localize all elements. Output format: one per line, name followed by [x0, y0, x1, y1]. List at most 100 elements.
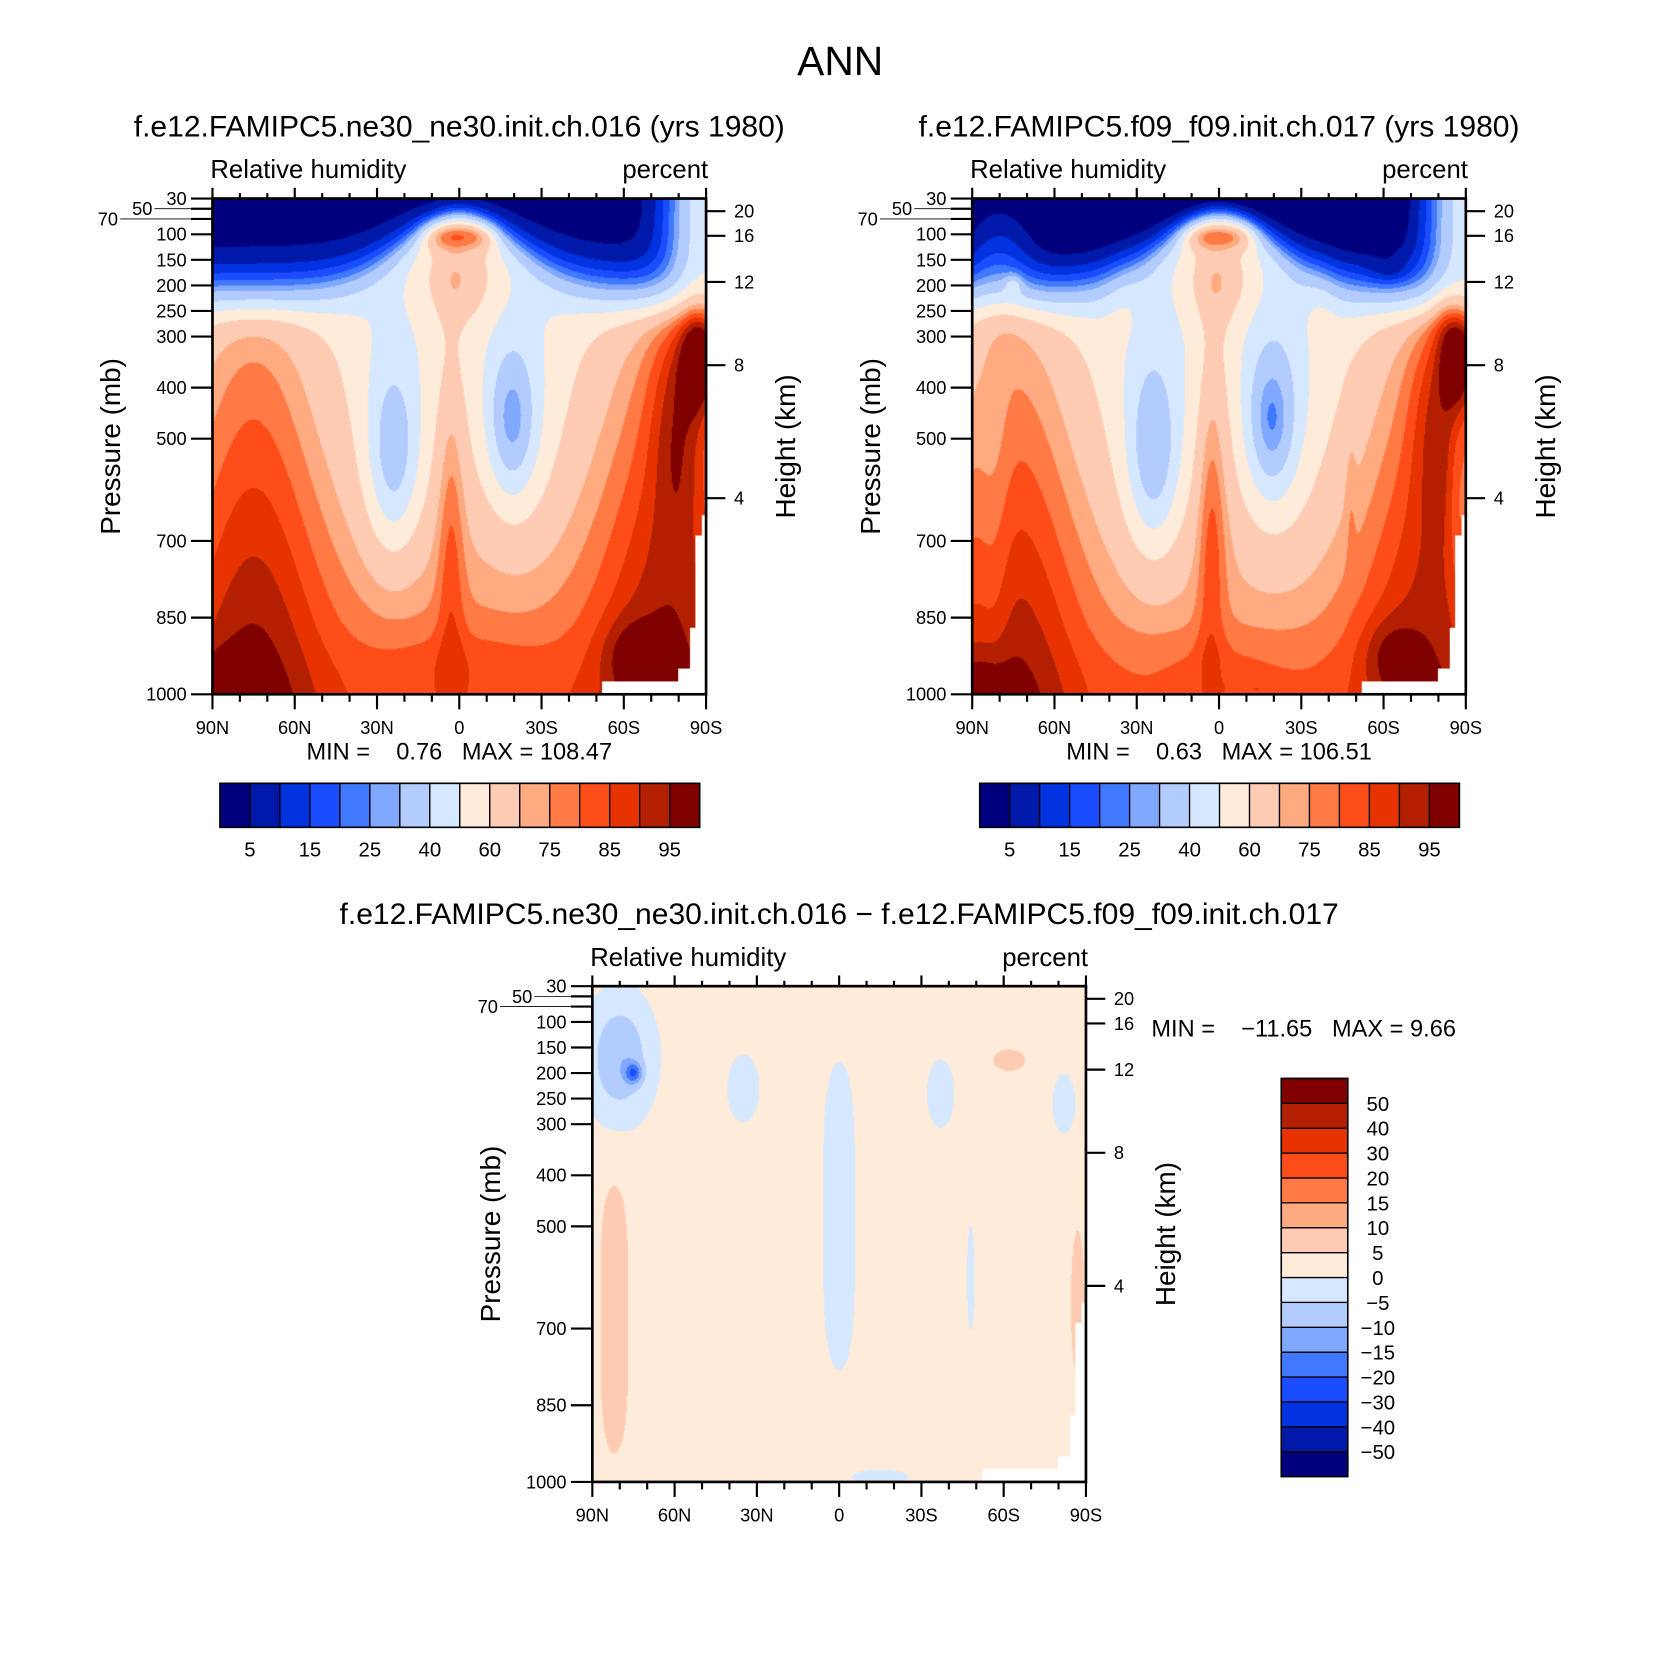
- colorbar-box: [549, 782, 581, 828]
- right-string: percent: [1002, 944, 1088, 972]
- y-tick-label: 200: [156, 275, 186, 296]
- plot-frame: [211, 197, 708, 696]
- y-tick-label: 400: [916, 377, 946, 398]
- colorbar-box: [579, 782, 611, 828]
- colorbar-box: [609, 782, 641, 828]
- x-tick-label: 90S: [690, 717, 722, 738]
- colorbar-label: 5: [1004, 839, 1015, 861]
- y-tick-label: 30: [926, 188, 946, 209]
- y2-tick-label: 12: [1494, 271, 1514, 292]
- colorbar-box: [1280, 1276, 1349, 1304]
- panel-3: f.e12.FAMIPC5.ne30_ne30.init.ch.016 − f.…: [340, 898, 1456, 1526]
- colorbar-box: [1009, 782, 1041, 828]
- y2-tick-label: 16: [1494, 225, 1514, 246]
- x-tick-label: 30N: [360, 717, 393, 738]
- min-max-readout: MIN = 0.63 MAX = 106.51: [1066, 740, 1372, 766]
- colorbar-box: [1280, 1152, 1349, 1179]
- colorbar-box: [1158, 782, 1191, 828]
- y-tick-label: 70: [857, 208, 877, 229]
- colorbar-box: [369, 782, 401, 828]
- y2-tick-label: 20: [1114, 988, 1134, 1009]
- colorbar-box: [1280, 1127, 1349, 1154]
- x-tick-label: 90S: [1450, 717, 1482, 738]
- y-tick-label: 200: [916, 275, 946, 296]
- y-tick-label: 30: [166, 188, 186, 209]
- max-label: MAX =: [462, 740, 533, 766]
- colorbar-label: 85: [1358, 839, 1381, 861]
- colorbar-box: [1338, 782, 1371, 828]
- colorbar-frame: [1280, 1077, 1349, 1478]
- y-tick-label: 100: [536, 1011, 566, 1032]
- y2-tick-label: 12: [1114, 1059, 1134, 1080]
- colorbar-label: 60: [478, 839, 501, 861]
- min-max-readout: MIN = 0.76 MAX = 108.47: [306, 740, 612, 766]
- spacer: [370, 740, 396, 766]
- y-tick-label: 300: [916, 326, 946, 347]
- x-tick-label: 0: [454, 717, 464, 738]
- y-tick-label: 400: [536, 1165, 566, 1186]
- y-tick-label: 50: [132, 198, 152, 219]
- x-tick-label: 60S: [1367, 717, 1399, 738]
- y-axis-label: Pressure (mb): [855, 358, 886, 535]
- colorbar-frame: [978, 782, 1461, 829]
- y2-tick-label: 8: [1114, 1142, 1124, 1163]
- x-tick-label: 60S: [987, 1505, 1019, 1526]
- colorbar-box: [339, 782, 371, 828]
- panel-title: f.e12.FAMIPC5.f09_f09.init.ch.017 (yrs 1…: [919, 110, 1520, 143]
- min-value: −11.65: [1241, 1017, 1312, 1043]
- x-tick-label: 60N: [278, 717, 311, 738]
- colorbar-label: 10: [1366, 1218, 1389, 1240]
- colorbar-label: 85: [598, 839, 621, 861]
- colorbar-box: [1098, 782, 1131, 828]
- colorbar-box: [1308, 782, 1341, 828]
- colorbar-label: 95: [658, 839, 681, 861]
- right-string: percent: [1382, 156, 1468, 184]
- colorbar-box: [1280, 1077, 1349, 1104]
- spacer: [1215, 1017, 1241, 1043]
- colorbar-box: [1278, 782, 1311, 828]
- y-tick-label: 500: [916, 428, 946, 449]
- colorbar-box: [279, 782, 311, 828]
- y2-axis-label: Height (km): [1150, 1162, 1181, 1306]
- y-tick-label: 300: [156, 326, 186, 347]
- y-tick-label: 200: [536, 1062, 566, 1083]
- y2-axis-label: Height (km): [1530, 374, 1561, 518]
- y-tick-label: 50: [512, 986, 532, 1007]
- colorbar-box: [1280, 1351, 1349, 1378]
- x-tick-label: 60S: [608, 717, 640, 738]
- y-tick-label: 500: [536, 1216, 566, 1237]
- min-label: MIN =: [1066, 740, 1130, 766]
- y-axis-label: Pressure (mb): [95, 358, 126, 535]
- min-value: 0.76: [396, 740, 442, 766]
- colorbar-label: 60: [1238, 839, 1261, 861]
- y-tick-label: 700: [156, 530, 186, 551]
- y-tick-label: 150: [536, 1037, 566, 1058]
- colorbar-label: −30: [1361, 1392, 1396, 1414]
- x-tick-label: 60N: [1038, 717, 1071, 738]
- y2-tick-label: 20: [734, 201, 754, 222]
- left-string: Relative humidity: [970, 156, 1166, 184]
- plot-frame: [590, 984, 1088, 1484]
- colorbar-label: 15: [299, 839, 322, 861]
- x-tick-label: 30N: [1120, 717, 1153, 738]
- max-value: 9.66: [1410, 1017, 1456, 1043]
- colorbar-label: 5: [1372, 1243, 1383, 1265]
- colorbar-box: [1280, 1202, 1349, 1229]
- panel-title: f.e12.FAMIPC5.ne30_ne30.init.ch.016 − f.…: [340, 898, 1339, 931]
- colorbar-label: 75: [538, 839, 561, 861]
- min-value: 0.63: [1156, 740, 1202, 766]
- colorbar-box: [1280, 1102, 1349, 1129]
- colorbar-label: 5: [244, 839, 255, 861]
- colorbar-box: [1218, 782, 1251, 828]
- colorbar-box: [1280, 1426, 1349, 1453]
- colorbar-box: [1039, 782, 1071, 828]
- y2-tick-label: 16: [734, 225, 754, 246]
- x-tick-label: 90N: [576, 1505, 609, 1526]
- colorbar-label: 0: [1372, 1268, 1383, 1290]
- colorbar-box: [519, 782, 551, 828]
- colorbar-box: [1248, 782, 1281, 828]
- colorbar-box: [429, 782, 461, 828]
